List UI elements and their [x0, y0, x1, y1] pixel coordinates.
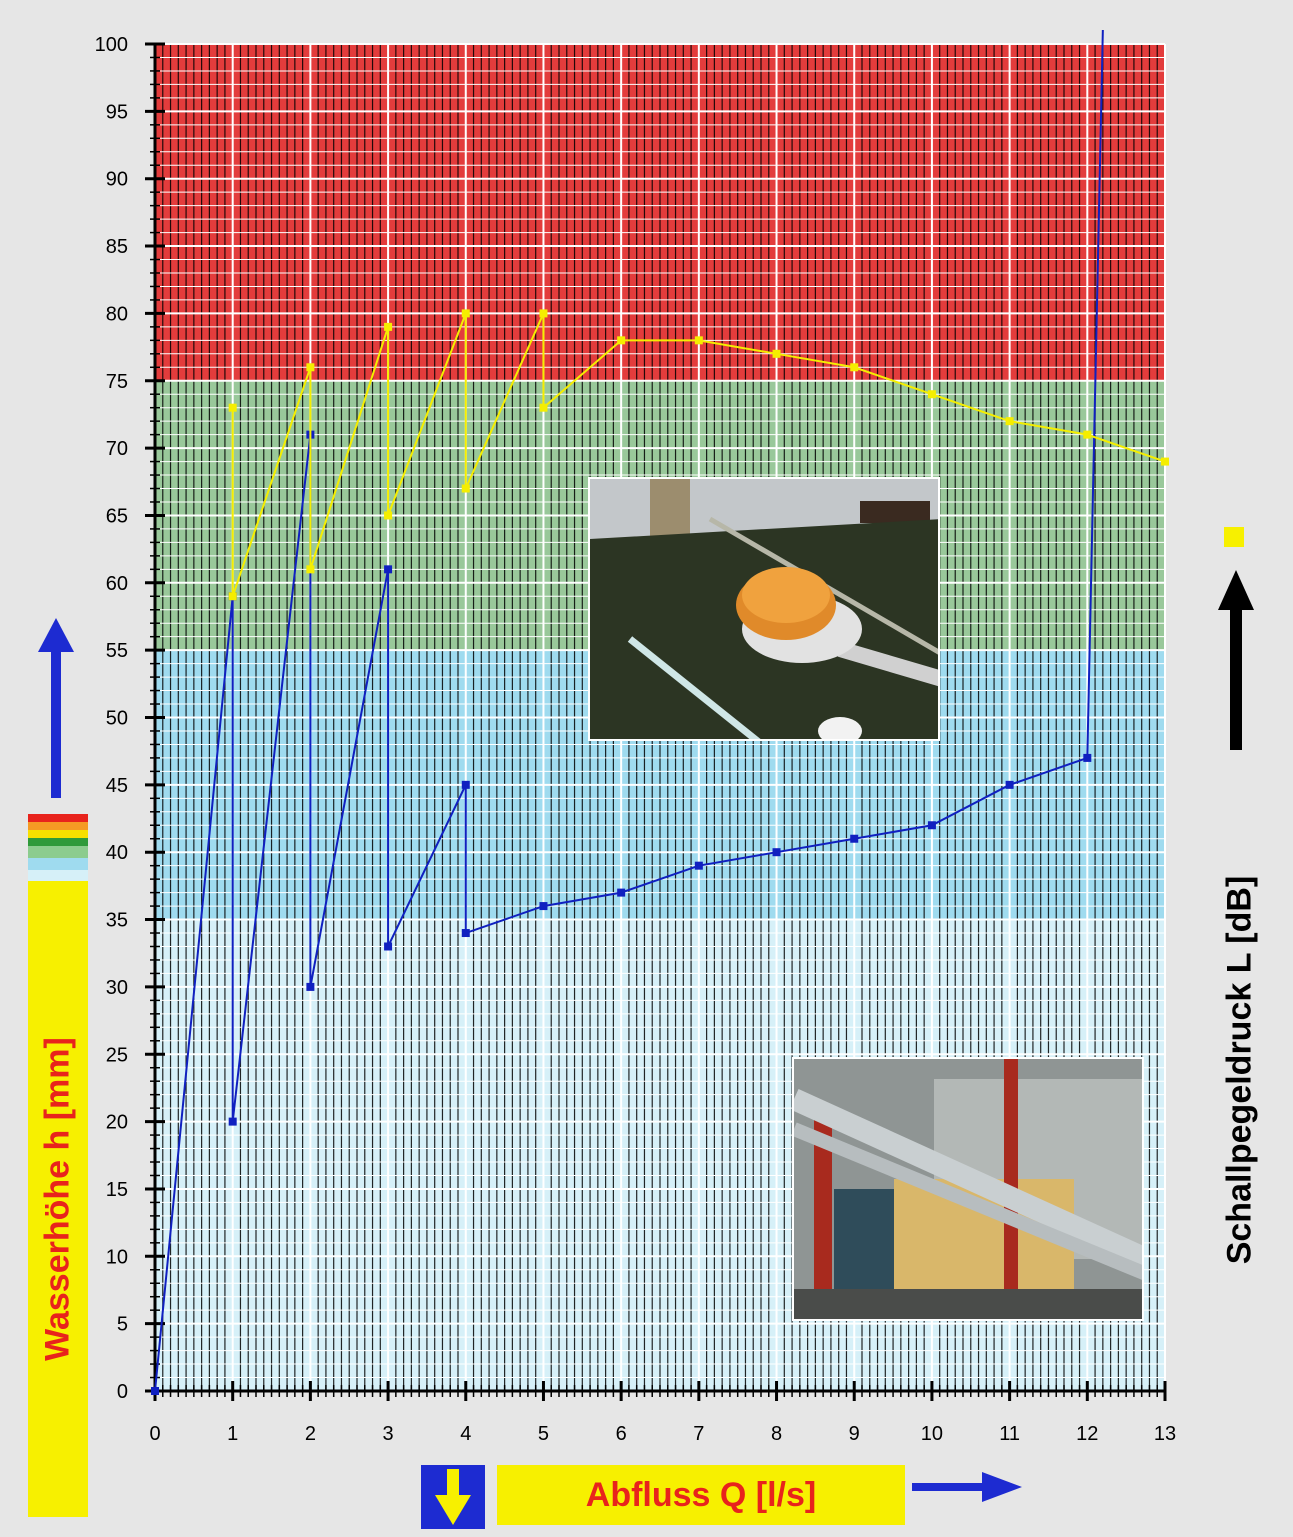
- data-point: [694, 336, 703, 345]
- y-axis-label-box: [28, 881, 88, 1517]
- blue-right-arrow-icon: [912, 1472, 1022, 1502]
- data-point: [1083, 430, 1092, 439]
- y-tick-label: 0: [117, 1381, 128, 1403]
- yellow-square-marker-icon: [1224, 527, 1244, 547]
- x-axis-label-box: Abfluss Q [l/s]: [497, 1465, 905, 1525]
- legend-swatch: [28, 814, 88, 822]
- y-tick-label: 20: [106, 1112, 128, 1134]
- data-point: [228, 1117, 237, 1126]
- y-tick-label: 70: [106, 438, 128, 460]
- series-line-0: [154, 29, 1104, 1392]
- x-tick-label: 8: [771, 1423, 782, 1445]
- y-tick-label: 55: [106, 640, 128, 662]
- data-point: [772, 349, 781, 358]
- data-point: [772, 848, 781, 857]
- x-tick-label: 5: [538, 1423, 549, 1445]
- y-tick-label: 80: [106, 303, 128, 325]
- pipes-photo: [792, 1057, 1144, 1321]
- x-tick-label: 6: [616, 1423, 627, 1445]
- data-point: [1161, 457, 1169, 466]
- y-tick-label: 85: [106, 236, 128, 258]
- data-point: [850, 363, 859, 372]
- data-point: [927, 390, 936, 399]
- y-tick-label: 45: [106, 775, 128, 797]
- data-point: [461, 484, 470, 493]
- down-arrow-box: [421, 1465, 485, 1529]
- y-tick-label: 65: [106, 505, 128, 527]
- black-up-arrow-icon: [1218, 570, 1254, 750]
- x-tick-label: 10: [921, 1423, 943, 1445]
- y-tick-label: 30: [106, 977, 128, 999]
- y-tick-label: 40: [106, 842, 128, 864]
- x-tick-label: 13: [1154, 1423, 1176, 1445]
- y2-axis-label: Schallpegeldruck L [dB]: [1220, 875, 1259, 1265]
- data-point: [461, 309, 470, 318]
- y-tick-label: 90: [106, 169, 128, 191]
- data-point: [694, 861, 703, 870]
- y-tick-label: 50: [106, 708, 128, 730]
- data-point: [306, 363, 315, 372]
- data-point: [539, 403, 548, 412]
- legend-swatch: [28, 822, 88, 830]
- y-tick-label: 75: [106, 371, 128, 393]
- yellow-down-arrow-icon: [435, 1469, 471, 1525]
- data-point: [384, 565, 393, 574]
- blue-up-arrow-icon: [38, 618, 74, 798]
- x-tick-label: 11: [999, 1423, 1020, 1445]
- data-point: [151, 1387, 159, 1395]
- x-tick-label: 9: [849, 1423, 860, 1445]
- series-line-1: [231, 312, 1166, 597]
- y-tick-label: 95: [106, 101, 128, 123]
- data-point: [539, 309, 548, 318]
- x-tick-label: 7: [693, 1423, 704, 1445]
- data-point: [1083, 753, 1092, 762]
- data-point: [539, 902, 548, 911]
- data-point: [384, 511, 393, 520]
- data-point: [306, 982, 315, 991]
- y-tick-label: 10: [106, 1246, 128, 1268]
- data-point: [927, 821, 936, 830]
- data-point: [617, 888, 626, 897]
- x-tick-label: 4: [460, 1423, 471, 1445]
- data-point: [228, 403, 237, 412]
- x-tick-label: 2: [305, 1423, 316, 1445]
- data-point: [617, 336, 626, 345]
- y-tick-label: 15: [106, 1179, 128, 1201]
- y-tick-label: 25: [106, 1044, 128, 1066]
- data-point: [1005, 780, 1014, 789]
- data-point: [384, 942, 393, 951]
- data-point: [850, 834, 859, 843]
- legend-swatch: [28, 858, 88, 870]
- data-point: [1005, 417, 1014, 426]
- x-axis-label: Abfluss Q [l/s]: [585, 1476, 817, 1514]
- y-tick-label: 100: [95, 34, 128, 56]
- legend-swatch: [28, 846, 88, 858]
- legend-swatch: [28, 838, 88, 846]
- data-point: [461, 780, 470, 789]
- x-tick-label: 0: [149, 1423, 160, 1445]
- y-tick-label: 5: [117, 1314, 128, 1336]
- x-tick-label: 3: [383, 1423, 394, 1445]
- tank-photo: [588, 477, 940, 741]
- data-point: [461, 929, 470, 938]
- data-point: [306, 565, 315, 574]
- y-tick-label: 60: [106, 573, 128, 595]
- axes: [145, 42, 1167, 1401]
- legend-swatch: [28, 830, 88, 838]
- data-point: [228, 592, 237, 601]
- legend-swatch: [28, 870, 88, 881]
- y-tick-label: 35: [106, 910, 128, 932]
- y-axis-label: Wasserhöhe h [mm]: [38, 1037, 77, 1361]
- data-series: [151, 29, 1169, 1395]
- x-tick-label: 12: [1076, 1423, 1098, 1445]
- data-point: [384, 322, 393, 331]
- tick-labels: 0510152025303540455055606570758085909510…: [95, 34, 1177, 1445]
- x-tick-label: 1: [227, 1423, 238, 1445]
